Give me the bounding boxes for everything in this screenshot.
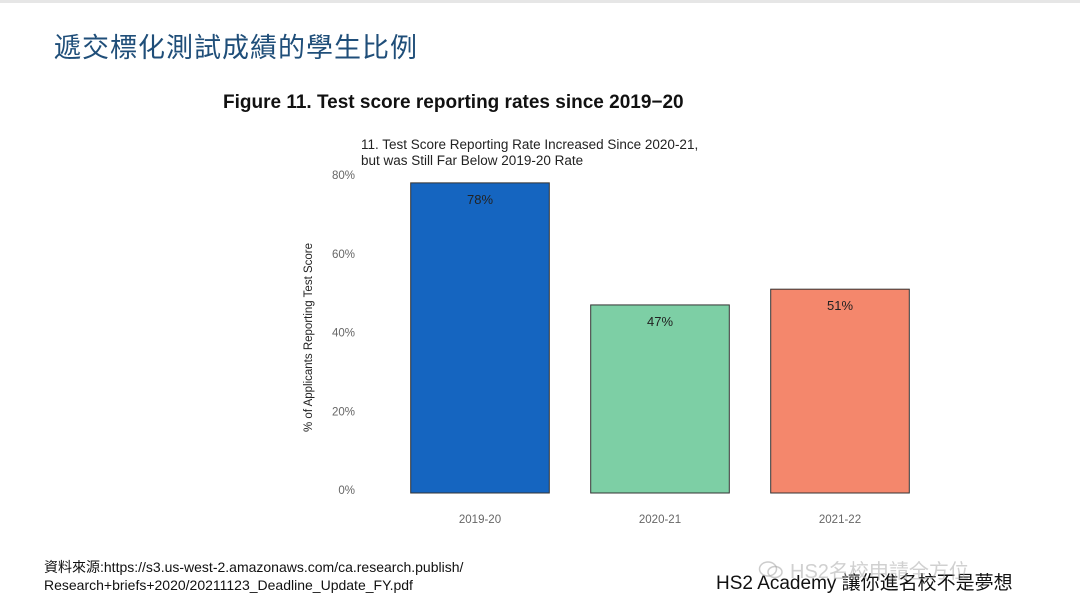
source-note: 資料來源:https://s3.us-west-2.amazonaws.com/…: [44, 558, 463, 594]
footer-academy-slogan: HS2 Academy 讓你進名校不是夢想: [716, 573, 1013, 594]
y-ticks: 0% 20% 40% 60% 80%: [332, 170, 355, 497]
source-line-2: Research+briefs+2020/20211123_Deadline_U…: [44, 577, 413, 593]
chart-title-line-1: 11. Test Score Reporting Rate Increased …: [361, 137, 698, 152]
top-border: [0, 0, 1080, 3]
bar-2021-22: [770, 288, 910, 494]
bar-chart: 11. Test Score Reporting Rate Increased …: [303, 137, 910, 526]
x-tick-label-2021-22: 2021-22: [819, 514, 861, 526]
slide-title: 遞交標化測試成績的學生比例: [54, 33, 418, 63]
y-axis-label: % of Applicants Reporting Test Score: [303, 243, 315, 432]
figure-title: Figure 11. Test score reporting rates si…: [223, 92, 684, 113]
wechat-watermark: HS2名校申請全方位: [758, 555, 969, 584]
data-label-2019-20: 78%: [467, 192, 493, 207]
x-tick-label-2020-21: 2020-21: [639, 514, 681, 526]
y-tick-label: 60%: [332, 249, 355, 261]
x-tick-labels: 2019-20 2020-21 2021-22: [459, 514, 861, 526]
bar-2020-21: [590, 304, 730, 494]
y-tick-label: 20%: [332, 406, 355, 418]
x-tick-label-2019-20: 2019-20: [459, 514, 501, 526]
watermark-text: HS2名校申請全方位: [790, 561, 969, 583]
data-label-2020-21: 47%: [647, 314, 673, 329]
source-line-1: 資料來源:https://s3.us-west-2.amazonaws.com/…: [44, 559, 464, 575]
bars: 78% 47% 51%: [410, 182, 910, 494]
y-tick-label: 40%: [332, 328, 355, 340]
bar-2019-20: [410, 182, 550, 494]
chart-title-line-2: but was Still Far Below 2019-20 Rate: [361, 153, 583, 168]
data-label-2021-22: 51%: [827, 298, 853, 313]
y-tick-label: 0%: [338, 485, 355, 497]
wechat-icon: [758, 560, 783, 578]
y-tick-label: 80%: [332, 170, 355, 182]
